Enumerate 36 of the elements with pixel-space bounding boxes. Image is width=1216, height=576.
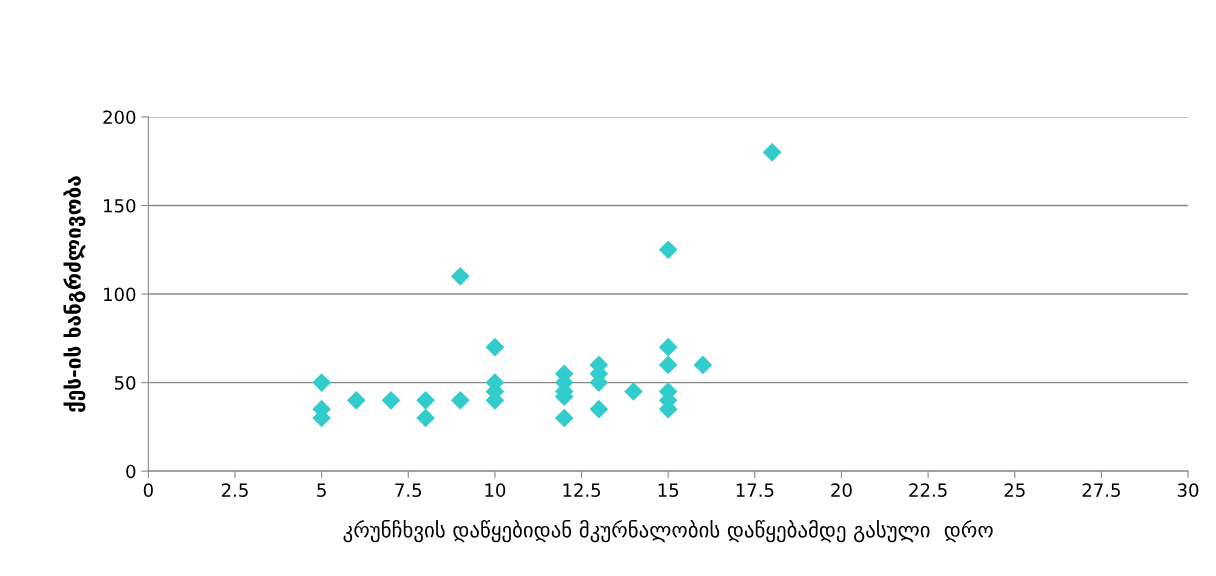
point [762, 143, 782, 162]
y-tick-label: 0 [126, 464, 136, 479]
y-tick-label: 50 [114, 376, 136, 390]
point [693, 355, 713, 375]
x-tick-label: 7.5 [395, 483, 422, 497]
x-tick-label: 2.5 [221, 483, 248, 497]
x-tick-label: 5 [317, 483, 326, 497]
x-tick-label: 17.5 [736, 483, 774, 497]
x-tick-label: 27.5 [1082, 483, 1120, 497]
x-tick-label: 15 [658, 483, 679, 497]
x-tick-label: 12.5 [563, 483, 601, 497]
x-axis-title: კრუნჩხვის დაწყებიდან მკურნალობის დაწყებამდე გასული დრო [343, 519, 993, 543]
point [589, 399, 609, 419]
point [381, 391, 401, 410]
point [312, 373, 331, 392]
point [346, 391, 366, 410]
x-tick-label: 22.5 [909, 483, 947, 497]
point [554, 408, 574, 428]
y-tick-label: 100 [104, 287, 136, 302]
y-axis-title: ქეს-ის ხანგრძლივობა [63, 176, 86, 412]
x-tick-label: 25 [1004, 483, 1025, 497]
point [485, 337, 505, 357]
point [658, 240, 678, 260]
point [450, 267, 470, 286]
y-tick-label: 200 [103, 110, 136, 125]
point [416, 408, 435, 428]
x-tick-label: 30 [1177, 483, 1199, 497]
point [450, 391, 470, 410]
point [658, 337, 678, 357]
x-tick-label: 0 [143, 483, 153, 497]
y-tick-label: 150 [104, 198, 136, 213]
x-tick-label: 20 [831, 483, 852, 497]
point [416, 391, 435, 410]
x-tick-label: 10 [485, 483, 506, 497]
point [624, 382, 643, 401]
point [658, 355, 678, 375]
